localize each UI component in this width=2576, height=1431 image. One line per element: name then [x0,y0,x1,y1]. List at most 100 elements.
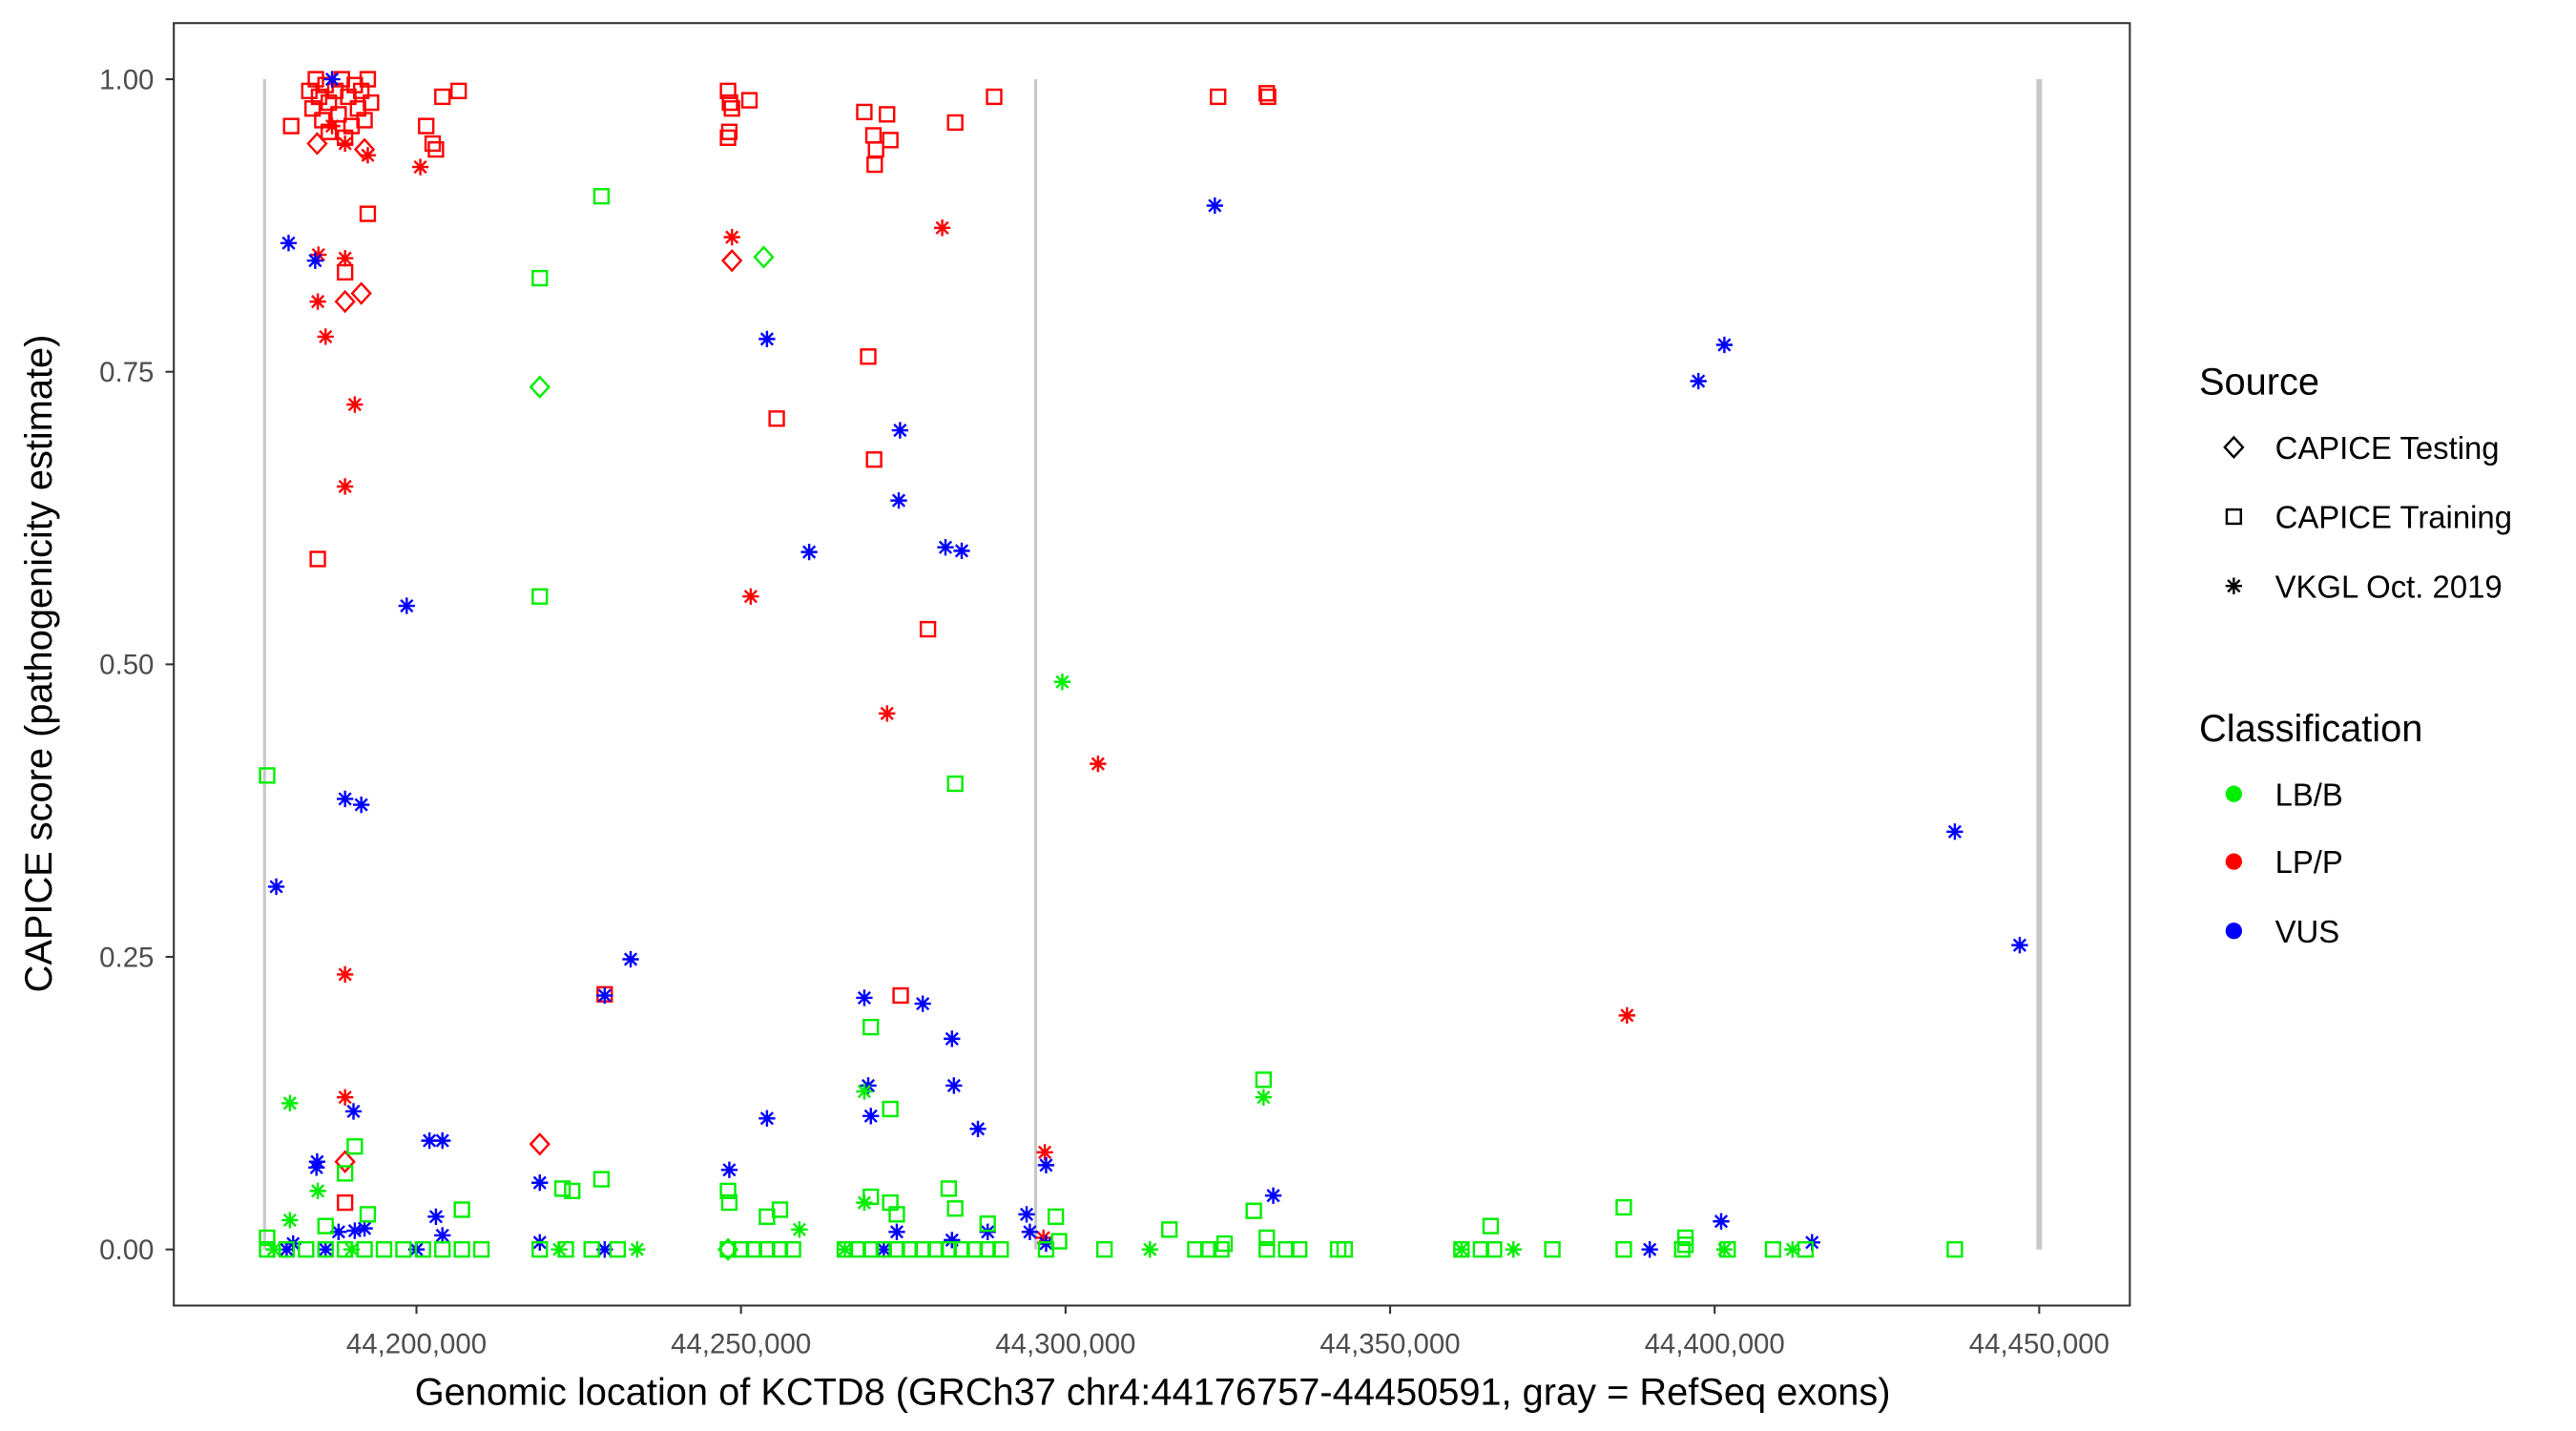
data-point-asterisk [344,1103,363,1120]
data-point-square [1482,1217,1500,1234]
data-point-square [359,1206,377,1223]
data-point-asterisk [758,1110,776,1127]
data-point-asterisk [723,228,740,246]
x-axis-title: Genomic location of KCTD8 (GRCh37 chr4:4… [415,1371,1891,1413]
data-point-asterisk [1255,1089,1272,1106]
data-point-asterisk [1035,1229,1052,1247]
data-point-square [740,92,758,109]
data-point-square [888,1206,905,1223]
data-point-asterisk [914,995,931,1012]
data-point-asterisk [891,422,909,439]
data-point-square [424,135,442,153]
data-point-asterisk [953,542,970,560]
data-point-square [882,132,899,149]
data-point-square [309,550,326,568]
data-point-asterisk [353,796,370,814]
data-point-square [1258,1241,1276,1258]
data-point-square [531,588,549,605]
legend-key-dot-icon [2225,785,2242,802]
data-point-square [1472,1241,1489,1258]
data-point-square [1245,1202,1262,1219]
legend-key-diamond-icon [2223,435,2245,460]
data-point-asterisk [309,1182,326,1200]
data-point-asterisk [879,705,896,722]
data-point-square [1946,1241,1963,1258]
y-axis-title: CAPICE score (pathogenicity estimate) [18,335,60,993]
data-point-asterisk [1715,336,1734,354]
legend-key-asterisk-icon [2225,577,2242,594]
data-point-diamond [717,1237,739,1261]
data-point-asterisk [356,1219,373,1237]
data-point-diamond [720,249,743,273]
data-point-square [321,123,338,140]
data-point-square [609,1241,627,1258]
data-point-square [866,156,883,174]
data-point-asterisk [323,117,341,135]
data-point-asterisk [280,235,298,252]
data-point-asterisk [434,1227,451,1244]
data-point-asterisk [720,1161,738,1178]
data-point-square [531,1241,549,1258]
data-point-square [1199,1241,1217,1258]
legend-class-title: Classification [2199,708,2422,750]
data-point-diamond [334,1150,356,1173]
data-point-diamond [753,245,775,269]
data-point-diamond [353,137,376,161]
data-point-square [330,106,347,123]
data-point-square [1673,1241,1691,1258]
data-point-asterisk [346,396,364,413]
legend-class-lpp: LP/P [2275,844,2343,880]
data-point-square [1213,1241,1230,1258]
data-point-square [953,1241,970,1258]
data-point-asterisk [596,986,613,1005]
data-point-square [720,1193,738,1212]
data-point-asterisk [337,965,354,984]
data-point-square [259,767,276,784]
data-point-asterisk [267,878,285,896]
data-point-square [914,1241,931,1258]
data-point-asterisk [800,543,818,561]
data-point-square [553,1180,571,1197]
data-point-asterisk [1037,1156,1055,1174]
data-point-asterisk [398,597,415,614]
data-point-square [450,82,467,99]
data-point-asterisk [1018,1206,1035,1223]
x-tick-label: 44,300,000 [995,1329,1135,1360]
data-point-square [564,1182,581,1200]
data-point-asterisk [1505,1241,1522,1258]
data-point-square [1096,1241,1113,1258]
data-point-square [720,123,738,140]
data-point-square [375,1241,393,1258]
data-point-asterisk [791,1221,808,1238]
data-point-asterisk [308,1159,325,1176]
data-point-square [771,1241,789,1258]
data-point-square [592,188,611,205]
data-point-asterisk [1264,1187,1282,1204]
data-point-square [1544,1241,1561,1258]
data-point-asterisk [856,989,873,1006]
data-point-asterisk [337,1089,354,1106]
data-point-square [901,1241,919,1258]
data-point-square [453,1241,470,1258]
data-point-asterisk [421,1131,438,1150]
data-point-asterisk [1946,823,1963,840]
x-tick-label: 44,250,000 [671,1329,811,1360]
y-axis: 0.00 0.25 0.50 0.75 1.00 [99,64,175,1266]
data-point-asterisk [1206,197,1223,215]
data-point-asterisk [337,478,354,495]
data-point-asterisk [2011,937,2028,954]
data-point-asterisk [969,1120,987,1137]
data-point-asterisk [1690,372,1707,390]
data-point-square [719,129,737,147]
legend-source-vkgl: VKGL Oct. 2019 [2275,569,2503,604]
data-point-asterisk [337,250,354,267]
data-point-square [1615,1198,1632,1216]
data-point-asterisk [1090,755,1107,773]
data-point-diamond [350,281,372,305]
data-point-square [719,1182,737,1200]
data-point-square [758,1241,776,1258]
data-point-square [317,1217,334,1234]
data-point-square [784,1241,801,1258]
data-point-square [992,1241,1009,1258]
data-point-square [892,986,909,1005]
